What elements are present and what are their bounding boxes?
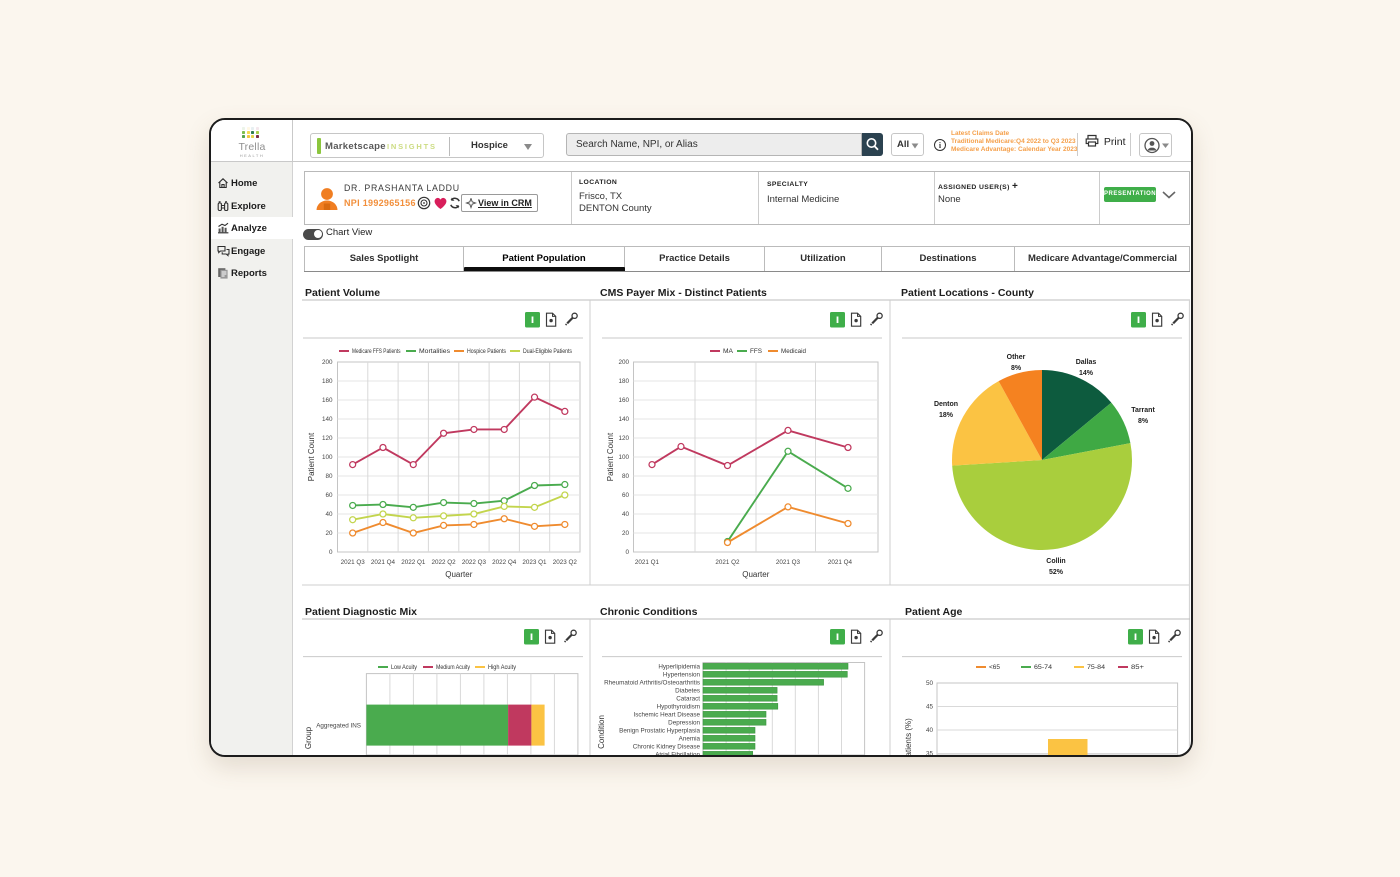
svg-text:160: 160 xyxy=(322,397,333,404)
svg-text:80: 80 xyxy=(325,473,333,480)
svg-text:45: 45 xyxy=(926,704,934,711)
svg-text:Hyperlipidemia: Hyperlipidemia xyxy=(658,664,700,671)
svg-text:2022 Q2: 2022 Q2 xyxy=(432,559,457,566)
svg-text:Condition: Condition xyxy=(597,715,606,749)
svg-text:Group: Group xyxy=(304,726,313,749)
svg-text:Collin: Collin xyxy=(1046,558,1065,565)
svg-text:Atrial Fibrillation: Atrial Fibrillation xyxy=(655,752,700,756)
svg-text:180: 180 xyxy=(618,378,629,385)
svg-text:2021 Q3: 2021 Q3 xyxy=(341,559,366,566)
svg-text:40: 40 xyxy=(622,511,630,518)
svg-text:2023 Q2: 2023 Q2 xyxy=(553,559,578,566)
svg-text:Quarter: Quarter xyxy=(445,570,472,579)
svg-text:50: 50 xyxy=(926,680,934,687)
svg-text:2022 Q4: 2022 Q4 xyxy=(492,559,517,566)
svg-text:Patient Locations - County: Patient Locations - County xyxy=(901,287,1034,299)
svg-text:60: 60 xyxy=(622,492,630,499)
svg-text:2023 Q1: 2023 Q1 xyxy=(522,559,547,566)
svg-text:Depression: Depression xyxy=(668,720,700,727)
svg-text:Other: Other xyxy=(1007,354,1026,361)
svg-text:40: 40 xyxy=(926,727,934,734)
svg-text:35: 35 xyxy=(926,751,934,755)
svg-text:Anemia: Anemia xyxy=(679,736,701,743)
svg-text:Medium Acuity: Medium Acuity xyxy=(436,664,471,671)
svg-text:CMS Payer Mix - Distinct Patie: CMS Payer Mix - Distinct Patients xyxy=(600,287,767,299)
svg-text:100: 100 xyxy=(618,454,629,461)
svg-text:<65: <65 xyxy=(989,664,1001,671)
svg-text:85+: 85+ xyxy=(1131,664,1145,671)
svg-text:120: 120 xyxy=(322,435,333,442)
svg-text:40: 40 xyxy=(325,511,333,518)
svg-text:20: 20 xyxy=(325,530,333,537)
svg-text:2021 Q2: 2021 Q2 xyxy=(715,559,740,566)
svg-text:2021 Q1: 2021 Q1 xyxy=(635,559,660,566)
svg-text:Aggregated INS: Aggregated INS xyxy=(316,723,361,730)
svg-text:8%: 8% xyxy=(1138,418,1149,425)
svg-text:60: 60 xyxy=(325,492,333,499)
svg-text:High Acuity: High Acuity xyxy=(488,664,517,671)
svg-text:Diabetes: Diabetes xyxy=(675,688,700,695)
svg-text:2022 Q3: 2022 Q3 xyxy=(462,559,487,566)
svg-text:Patient Diagnostic Mix: Patient Diagnostic Mix xyxy=(305,606,417,618)
svg-text:Benign Prostatic Hyperplasia: Benign Prostatic Hyperplasia xyxy=(619,728,700,735)
svg-text:200: 200 xyxy=(322,359,333,366)
svg-text:65-74: 65-74 xyxy=(1034,664,1053,671)
svg-text:52%: 52% xyxy=(1049,569,1064,576)
svg-text:Medicaid: Medicaid xyxy=(781,348,806,355)
svg-text:FFS: FFS xyxy=(750,348,762,355)
svg-text:Dual-Eligible Patients: Dual-Eligible Patients xyxy=(523,348,572,355)
svg-text:Low Acuity: Low Acuity xyxy=(391,664,418,671)
svg-text:Hospice Patients: Hospice Patients xyxy=(467,348,506,355)
svg-text:Patient Volume: Patient Volume xyxy=(305,287,380,299)
svg-text:Patient Age: Patient Age xyxy=(905,606,963,618)
svg-text:Mortalities: Mortalities xyxy=(419,348,450,355)
svg-text:Patients (%): Patients (%) xyxy=(904,718,913,755)
svg-text:2021 Q3: 2021 Q3 xyxy=(776,559,801,566)
svg-text:18%: 18% xyxy=(939,412,954,419)
svg-text:MA: MA xyxy=(723,348,734,355)
svg-text:Chronic Kidney Disease: Chronic Kidney Disease xyxy=(633,744,701,751)
svg-text:Medicare FFS Patients: Medicare FFS Patients xyxy=(352,348,401,355)
svg-text:Denton: Denton xyxy=(934,401,958,408)
svg-text:180: 180 xyxy=(322,378,333,385)
svg-text:2022 Q1: 2022 Q1 xyxy=(401,559,426,566)
svg-text:8%: 8% xyxy=(1011,365,1022,372)
svg-text:14%: 14% xyxy=(1079,370,1094,377)
svg-text:0: 0 xyxy=(625,549,629,556)
svg-text:20: 20 xyxy=(622,530,630,537)
svg-text:Patient Count: Patient Count xyxy=(307,432,316,481)
svg-text:80: 80 xyxy=(622,473,630,480)
svg-text:Tarrant: Tarrant xyxy=(1131,407,1155,414)
svg-text:Hypothyroidism: Hypothyroidism xyxy=(657,704,700,711)
svg-text:2021 Q4: 2021 Q4 xyxy=(828,559,853,566)
svg-text:Cataract: Cataract xyxy=(676,696,700,703)
svg-text:120: 120 xyxy=(618,435,629,442)
svg-text:Rheumatoid Arthritis/Osteoarth: Rheumatoid Arthritis/Osteoarthritis xyxy=(604,680,700,687)
svg-text:Chronic Conditions: Chronic Conditions xyxy=(600,606,698,618)
svg-text:140: 140 xyxy=(618,416,629,423)
svg-text:140: 140 xyxy=(322,416,333,423)
svg-text:2021 Q4: 2021 Q4 xyxy=(371,559,396,566)
svg-text:Ischemic Heart Disease: Ischemic Heart Disease xyxy=(634,712,701,719)
svg-text:160: 160 xyxy=(618,397,629,404)
svg-text:100: 100 xyxy=(322,454,333,461)
svg-text:200: 200 xyxy=(618,359,629,366)
svg-text:0: 0 xyxy=(329,549,333,556)
svg-text:75-84: 75-84 xyxy=(1087,664,1106,671)
svg-text:Hypertension: Hypertension xyxy=(663,672,701,679)
svg-text:Dallas: Dallas xyxy=(1076,359,1097,366)
svg-text:Quarter: Quarter xyxy=(742,570,769,579)
svg-text:Patient Count: Patient Count xyxy=(606,432,615,481)
